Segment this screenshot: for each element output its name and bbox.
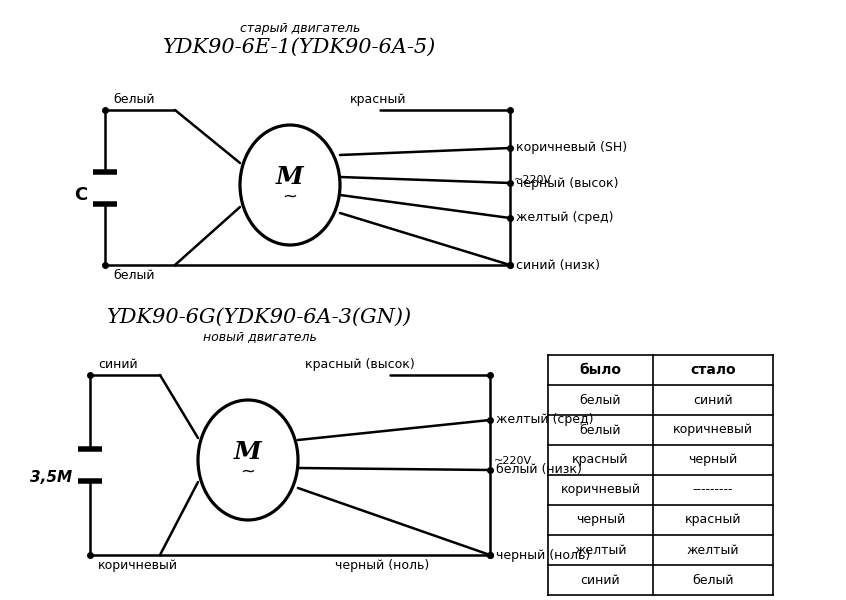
Text: белый: белый bbox=[113, 93, 155, 106]
Text: черный: черный bbox=[689, 454, 738, 467]
Text: синий: синий bbox=[693, 394, 733, 407]
Text: 3,5М: 3,5М bbox=[30, 469, 72, 485]
Ellipse shape bbox=[198, 400, 298, 520]
Text: C: C bbox=[74, 187, 87, 205]
Text: белый: белый bbox=[580, 424, 621, 437]
Text: черный: черный bbox=[576, 514, 625, 527]
Text: белый (низк): белый (низк) bbox=[496, 463, 582, 476]
Text: синий: синий bbox=[98, 358, 138, 371]
Text: белый: белый bbox=[692, 574, 733, 587]
Text: YDK90-6G(YDK90-6A-3(GN)): YDK90-6G(YDK90-6A-3(GN)) bbox=[107, 308, 413, 327]
Text: коричневый: коричневый bbox=[98, 559, 178, 572]
Text: коричневый (SH): коричневый (SH) bbox=[516, 142, 627, 154]
Text: новый двигатель: новый двигатель bbox=[203, 330, 317, 343]
Text: коричневый: коричневый bbox=[561, 484, 640, 497]
Text: ~: ~ bbox=[283, 188, 298, 206]
Text: коричневый: коричневый bbox=[673, 424, 753, 437]
Text: YDK90-6E-1(YDK90-6A-5): YDK90-6E-1(YDK90-6A-5) bbox=[163, 38, 437, 57]
Text: красный: красный bbox=[350, 93, 406, 106]
Text: черный (ноль): черный (ноль) bbox=[335, 559, 429, 572]
Text: стало: стало bbox=[690, 363, 736, 377]
Text: черный (ноль): черный (ноль) bbox=[496, 548, 591, 562]
Text: желтый (сред): желтый (сред) bbox=[496, 413, 594, 427]
Text: желтый: желтый bbox=[574, 544, 627, 557]
Text: M: M bbox=[234, 440, 261, 464]
Text: старый двигатель: старый двигатель bbox=[239, 22, 360, 35]
Ellipse shape bbox=[240, 125, 340, 245]
Text: ---------: --------- bbox=[693, 484, 733, 497]
Text: ~220V: ~220V bbox=[514, 175, 552, 185]
Text: синий: синий bbox=[580, 574, 620, 587]
Text: M: M bbox=[276, 165, 304, 189]
Text: белый: белый bbox=[113, 269, 155, 282]
Text: было: было bbox=[580, 363, 622, 377]
Text: белый: белый bbox=[580, 394, 621, 407]
Text: ~220V: ~220V bbox=[494, 456, 532, 466]
Text: синий (низк): синий (низк) bbox=[516, 259, 600, 271]
Text: черный (высок): черный (высок) bbox=[516, 176, 618, 190]
Text: желтый (сред): желтый (сред) bbox=[516, 211, 613, 224]
Text: красный: красный bbox=[684, 514, 741, 527]
Text: красный: красный bbox=[572, 454, 629, 467]
Text: ~: ~ bbox=[240, 463, 255, 481]
Text: красный (высок): красный (высок) bbox=[305, 358, 415, 371]
Text: желтый: желтый bbox=[687, 544, 739, 557]
